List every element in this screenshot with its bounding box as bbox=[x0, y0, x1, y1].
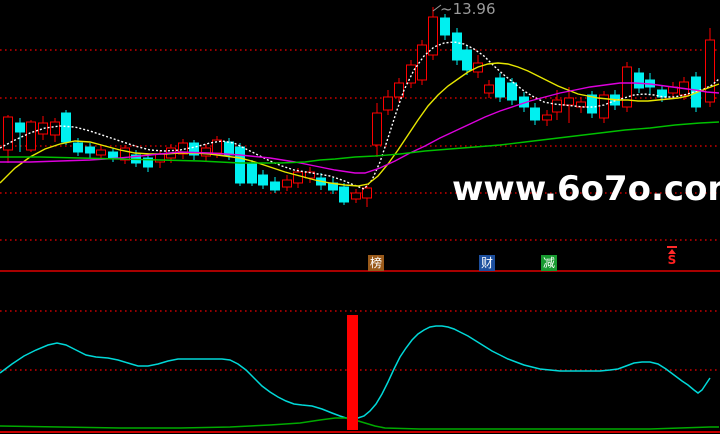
sell-signal-marker: S bbox=[666, 246, 678, 267]
annotation-value: 13.96 bbox=[452, 0, 496, 18]
up-arrow-icon bbox=[668, 249, 676, 254]
watermark-text: www.6o7o.com bbox=[452, 169, 720, 209]
signal-dash-icon bbox=[667, 246, 677, 248]
high-price-annotation: ~13.96 bbox=[440, 0, 496, 18]
signal-letter: S bbox=[667, 253, 677, 267]
annotation-tilde: ~ bbox=[440, 0, 453, 18]
